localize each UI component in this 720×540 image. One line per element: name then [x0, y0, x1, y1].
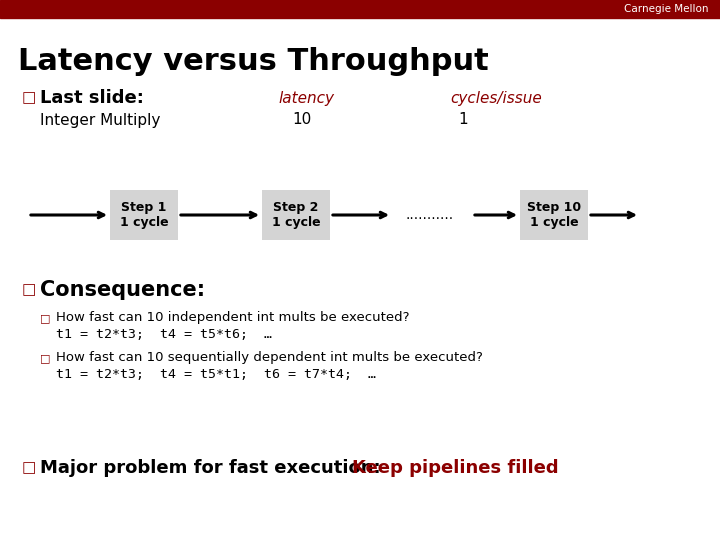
- Text: □: □: [22, 91, 37, 105]
- Text: cycles/issue: cycles/issue: [450, 91, 541, 105]
- FancyBboxPatch shape: [520, 190, 588, 240]
- Text: t1 = t2*t3;  t4 = t5*t6;  …: t1 = t2*t3; t4 = t5*t6; …: [56, 327, 272, 341]
- Text: Step 1
1 cycle: Step 1 1 cycle: [120, 201, 168, 229]
- Text: □: □: [40, 313, 50, 323]
- Text: Keep pipelines filled: Keep pipelines filled: [352, 459, 559, 477]
- Text: □: □: [22, 282, 37, 298]
- FancyBboxPatch shape: [110, 190, 178, 240]
- Text: Latency versus Throughput: Latency versus Throughput: [18, 48, 489, 77]
- Text: ...........: ...........: [406, 208, 454, 222]
- Text: Last slide:: Last slide:: [40, 89, 144, 107]
- Text: Step 2
1 cycle: Step 2 1 cycle: [271, 201, 320, 229]
- Text: How fast can 10 independent int mults be executed?: How fast can 10 independent int mults be…: [56, 312, 410, 325]
- Text: How fast can 10 sequentially dependent int mults be executed?: How fast can 10 sequentially dependent i…: [56, 352, 483, 365]
- FancyBboxPatch shape: [262, 190, 330, 240]
- Text: Consequence:: Consequence:: [40, 280, 205, 300]
- Text: 1: 1: [458, 112, 467, 127]
- Text: 10: 10: [292, 112, 311, 127]
- Text: t1 = t2*t3;  t4 = t5*t1;  t6 = t7*t4;  …: t1 = t2*t3; t4 = t5*t1; t6 = t7*t4; …: [56, 368, 376, 381]
- Text: Integer Multiply: Integer Multiply: [40, 112, 161, 127]
- Bar: [0, 0, 720, 18]
- Text: Step 10
1 cycle: Step 10 1 cycle: [527, 201, 581, 229]
- Text: latency: latency: [278, 91, 334, 105]
- Text: Major problem for fast execution:: Major problem for fast execution:: [40, 459, 387, 477]
- Text: □: □: [22, 461, 37, 476]
- Text: □: □: [40, 353, 50, 363]
- Text: Carnegie Mellon: Carnegie Mellon: [624, 4, 708, 14]
